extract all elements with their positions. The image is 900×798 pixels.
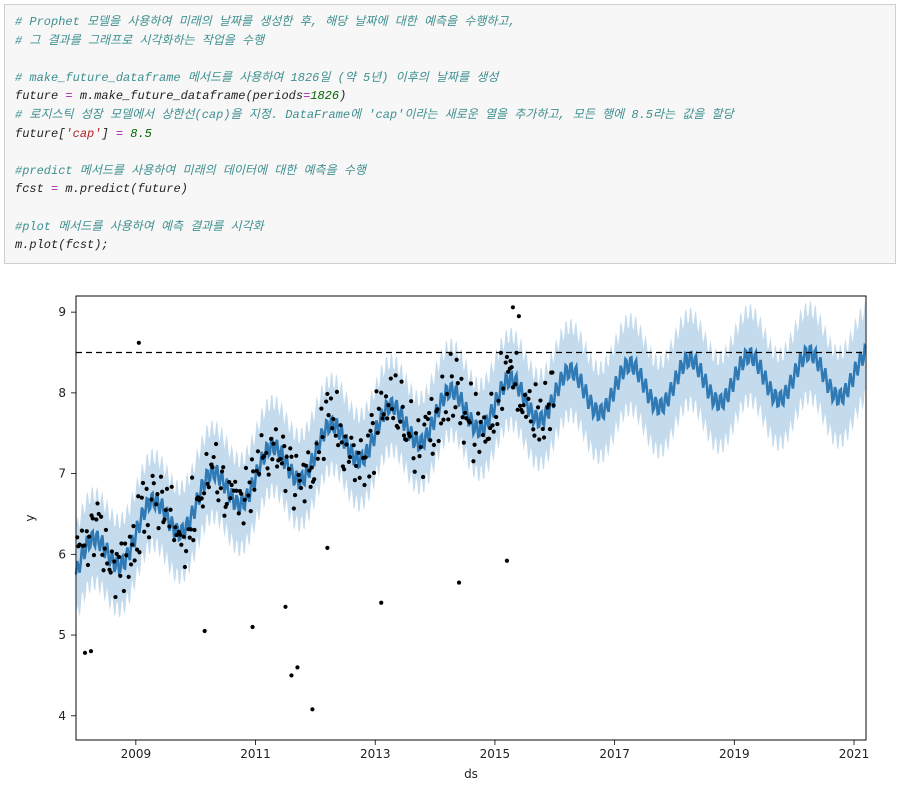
svg-text:2009: 2009 (121, 747, 152, 761)
svg-text:2015: 2015 (480, 747, 511, 761)
svg-text:2013: 2013 (360, 747, 391, 761)
svg-text:5: 5 (58, 628, 66, 642)
svg-text:4: 4 (58, 709, 66, 723)
plot-output: 4 5 6 7 8 9 2009 2011 2013 2015 2017 2019 2021 y ds (0, 268, 900, 798)
svg-text:8: 8 (58, 386, 66, 400)
svg-text:6: 6 (58, 547, 66, 561)
y-axis-label: y (23, 514, 37, 521)
svg-text:2019: 2019 (719, 747, 750, 761)
prophet-forecast-chart: 4 5 6 7 8 9 2009 2011 2013 2015 2017 2019 2021 y ds (16, 278, 886, 788)
svg-text:9: 9 (58, 305, 66, 319)
svg-text:2017: 2017 (599, 747, 630, 761)
x-axis-label: ds (464, 767, 478, 781)
svg-text:2011: 2011 (240, 747, 271, 761)
svg-text:7: 7 (58, 466, 66, 480)
notebook-code-cell: # Prophet 모델을 사용하여 미래의 날짜를 생성한 후, 해당 날짜에… (4, 4, 896, 264)
svg-text:2021: 2021 (839, 747, 870, 761)
